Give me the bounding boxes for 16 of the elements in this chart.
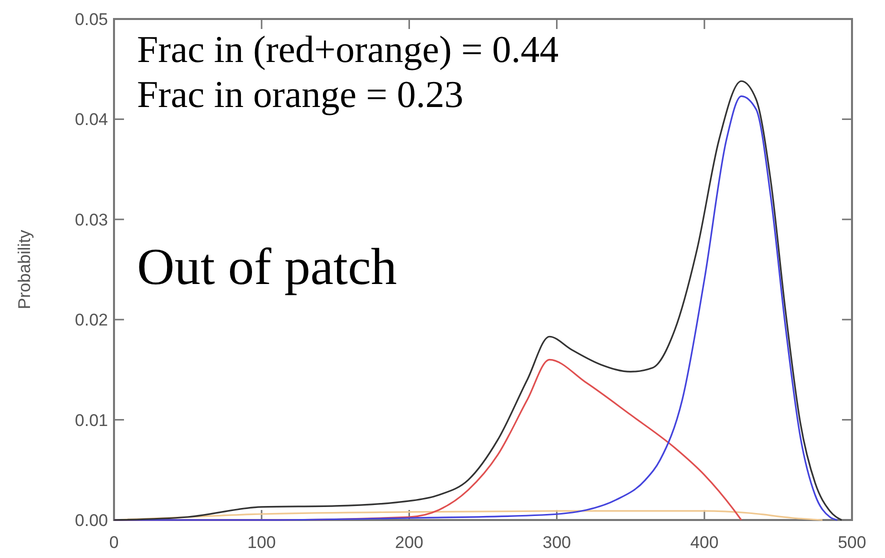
y-tick-label: 0.00: [74, 510, 108, 530]
annotation: Out of patch: [137, 239, 397, 296]
y-tick-label: 0.05: [74, 10, 108, 29]
annotation: Frac in (red+orange) = 0.44: [137, 29, 559, 71]
x-tick-label: 300: [542, 533, 571, 552]
y-axis-title: Probability: [15, 229, 34, 310]
x-tick-label: 100: [247, 533, 276, 552]
y-tick-label: 0.04: [74, 110, 108, 130]
x-tick-label: 400: [690, 533, 719, 552]
y-tick-label: 0.02: [74, 310, 108, 330]
annotation: Frac in orange = 0.23: [137, 74, 464, 116]
y-tick-label: 0.03: [74, 210, 108, 230]
y-tick-label: 0.01: [74, 410, 108, 430]
x-tick-label: 500: [838, 533, 866, 552]
x-tick-label: 0: [109, 533, 119, 552]
x-tick-label: 200: [395, 533, 424, 552]
